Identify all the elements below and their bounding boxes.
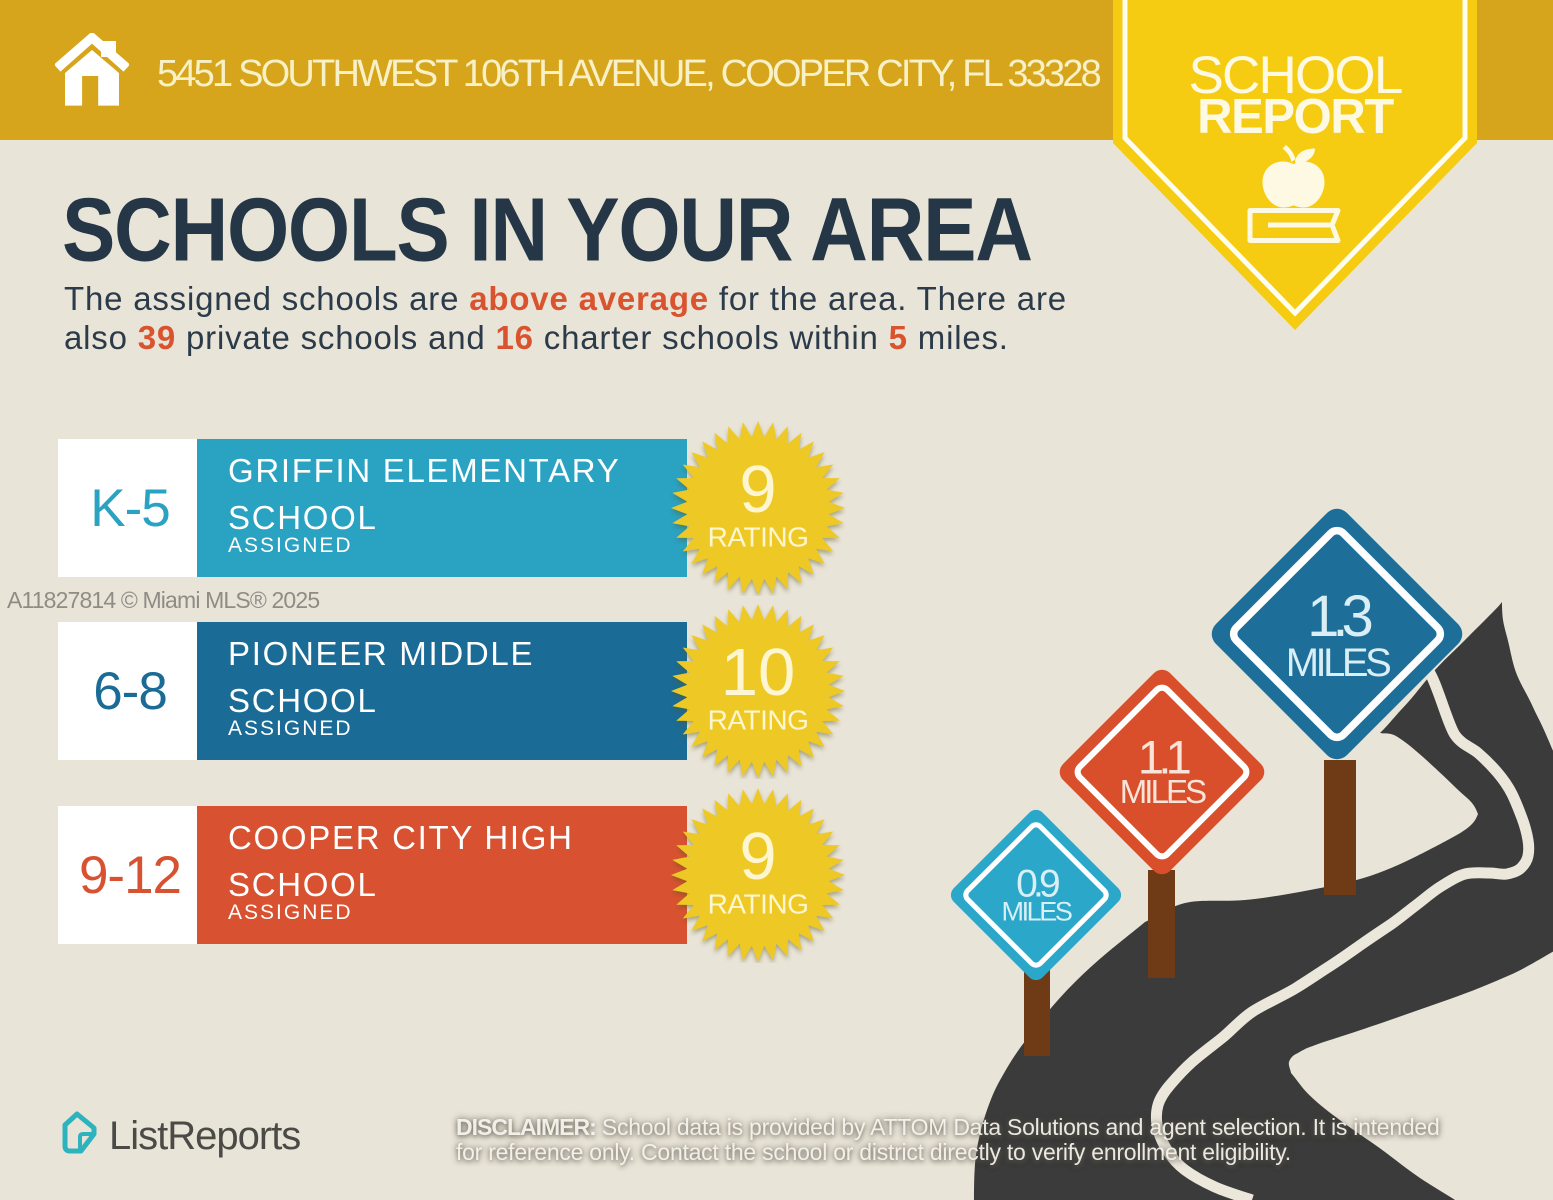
svg-text:RATING: RATING xyxy=(708,889,809,920)
svg-text:1.1: 1.1 xyxy=(1138,731,1190,784)
svg-text:9: 9 xyxy=(739,819,776,894)
svg-text:1.3: 1.3 xyxy=(1307,584,1371,649)
svg-text:10: 10 xyxy=(721,635,796,710)
svg-text:SCHOOL: SCHOOL xyxy=(1188,46,1401,105)
svg-text:MILES: MILES xyxy=(1001,897,1071,927)
svg-text:MILES: MILES xyxy=(1286,641,1390,685)
svg-text:MILES: MILES xyxy=(1120,773,1206,810)
svg-text:RATING: RATING xyxy=(708,705,809,736)
svg-text:0.9: 0.9 xyxy=(1016,862,1059,905)
svg-text:REPORT: REPORT xyxy=(1197,90,1394,144)
svg-text:RATING: RATING xyxy=(708,522,809,553)
svg-text:9: 9 xyxy=(739,452,776,527)
